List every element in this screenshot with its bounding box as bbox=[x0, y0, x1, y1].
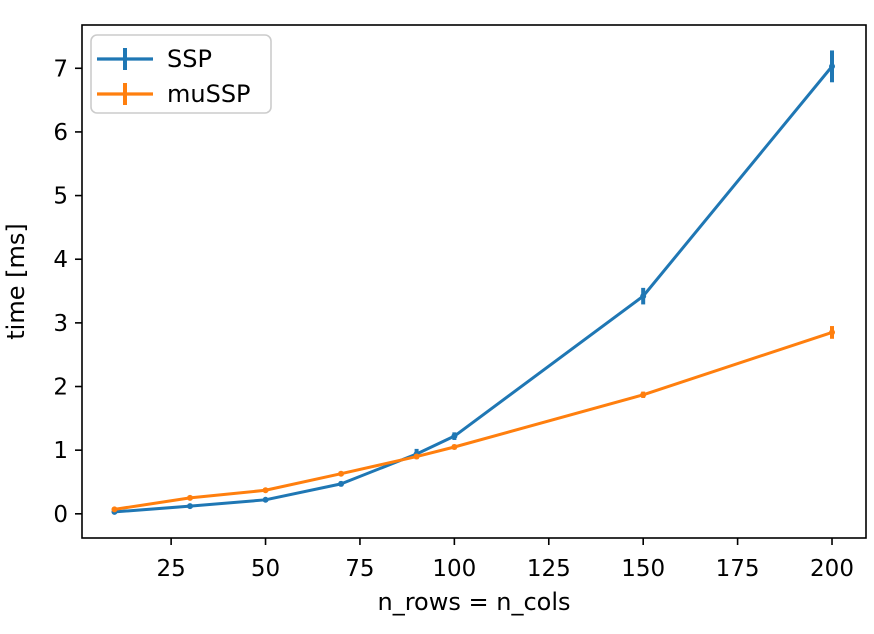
y-axis-tick-label: 4 bbox=[53, 247, 68, 273]
x-axis-tick-label: 100 bbox=[432, 556, 476, 582]
data-point-SSP bbox=[262, 496, 269, 503]
data-point-muSSP bbox=[338, 470, 345, 477]
data-point-muSSP bbox=[262, 487, 269, 494]
x-axis-tick-label: 200 bbox=[810, 556, 854, 582]
x-axis-tick-label: 125 bbox=[527, 556, 571, 582]
y-axis-tick-label: 3 bbox=[53, 311, 68, 337]
data-point-SSP bbox=[829, 63, 836, 70]
data-point-muSSP bbox=[640, 391, 647, 398]
y-axis-tick-label: 5 bbox=[53, 184, 68, 210]
data-point-muSSP bbox=[451, 443, 458, 450]
x-axis-tick-label: 50 bbox=[251, 556, 280, 582]
data-point-SSP bbox=[640, 293, 647, 300]
x-axis-tick-label: 150 bbox=[621, 556, 665, 582]
x-axis-label: n_rows = n_cols bbox=[378, 588, 571, 616]
legend-label-SSP: SSP bbox=[167, 45, 212, 73]
x-axis-tick-label: 75 bbox=[345, 556, 374, 582]
data-point-SSP bbox=[451, 433, 458, 440]
data-point-SSP bbox=[187, 503, 194, 510]
y-axis-tick-label: 7 bbox=[53, 56, 68, 82]
series-line-SSP bbox=[112, 64, 834, 514]
y-axis-tick-label: 6 bbox=[53, 120, 68, 146]
legend-label-muSSP: muSSP bbox=[167, 80, 251, 108]
y-axis-tick-label: 1 bbox=[53, 438, 68, 464]
series-line-muSSP bbox=[112, 330, 834, 511]
x-axis-tick-label: 25 bbox=[156, 556, 185, 582]
y-axis-tick-label: 2 bbox=[53, 375, 68, 401]
y-axis-label: time [ms] bbox=[2, 223, 30, 339]
data-point-muSSP bbox=[187, 494, 194, 501]
data-point-SSP bbox=[338, 480, 345, 487]
x-axis-tick-label: 175 bbox=[716, 556, 760, 582]
data-point-muSSP bbox=[111, 506, 118, 513]
y-axis-tick-label: 0 bbox=[53, 502, 68, 528]
data-point-muSSP bbox=[829, 329, 836, 336]
data-point-muSSP bbox=[413, 453, 420, 460]
